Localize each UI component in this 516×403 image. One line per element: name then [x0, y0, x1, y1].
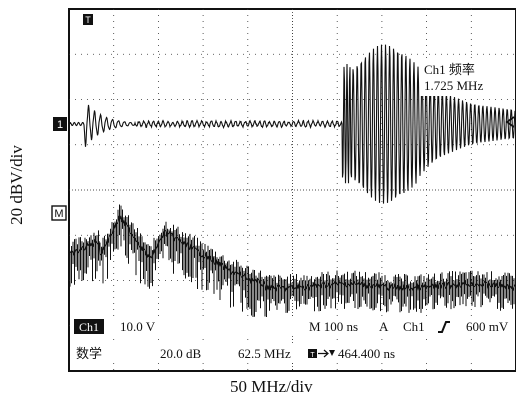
ch1-scale: 10.0 V: [120, 319, 156, 334]
timebase: M 100 ns: [309, 319, 358, 334]
math-label: 数学: [76, 346, 102, 361]
measurement-name: Ch1 频率: [424, 62, 475, 77]
trigger-position-value: 464.400 ns: [338, 346, 395, 361]
trigger-level: 600 mV: [466, 319, 509, 334]
math-fft-trace: [69, 204, 515, 318]
math-level-marker[interactable]: M: [51, 205, 67, 221]
math-scale: 20.0 dB: [160, 346, 202, 361]
oscilloscope-screen: 1 M T Ch1 频率 1.725 MHz Ch1 10.0 V M 100 …: [51, 8, 516, 372]
rising-edge-icon: [438, 321, 450, 333]
svg-text:1: 1: [57, 119, 63, 131]
trigger-mode: A: [379, 319, 389, 334]
svg-text:T: T: [310, 352, 315, 359]
math-fft-envelope: [69, 213, 516, 293]
svg-text:T: T: [85, 15, 91, 25]
ch1-trace: [69, 44, 516, 204]
ch1-level-marker[interactable]: 1: [53, 117, 67, 131]
math-span: 62.5 MHz: [238, 346, 291, 361]
ch1-badge[interactable]: Ch1: [79, 320, 99, 334]
trigger-position-marker[interactable]: T: [83, 14, 93, 25]
trigger-source: Ch1: [403, 319, 425, 334]
measurement-value: 1.725 MHz: [424, 78, 483, 93]
trigger-level-arrow-icon: [505, 116, 515, 128]
traces: [69, 44, 516, 318]
svg-text:M: M: [54, 208, 63, 220]
ch1-badge-bg: [74, 319, 104, 334]
trigger-position-icon: T: [308, 349, 335, 359]
x-axis-label: 50 MHz/div: [230, 377, 313, 396]
